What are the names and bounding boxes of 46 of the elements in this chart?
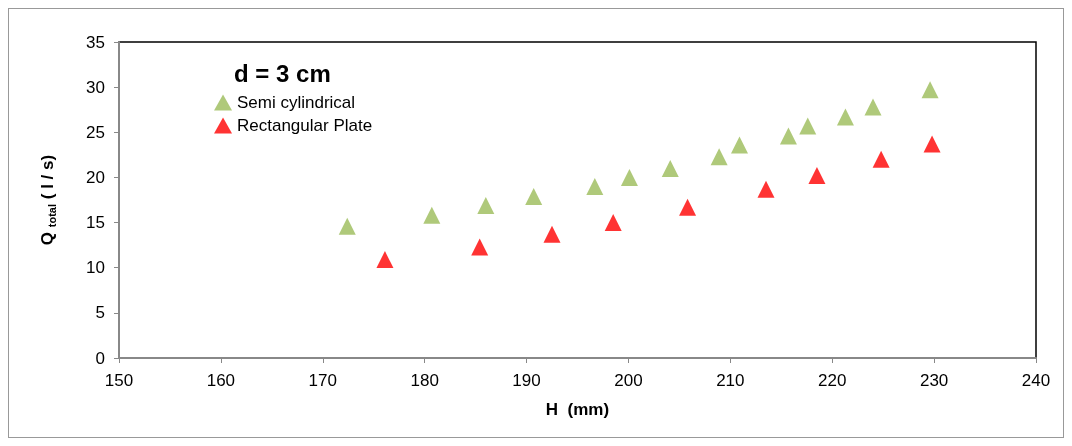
x-tick-label: 170 [308, 371, 337, 390]
point [923, 135, 941, 153]
point [710, 148, 728, 166]
y-tick-label: 5 [95, 303, 105, 323]
point [779, 127, 797, 145]
point [661, 159, 679, 177]
point [543, 225, 561, 243]
point [731, 136, 748, 154]
point [836, 108, 854, 126]
legend-label: Rectangular Plate [237, 116, 373, 135]
point [338, 217, 356, 235]
x-tick-label: 150 [104, 371, 134, 390]
point [808, 167, 826, 185]
point [586, 177, 604, 195]
x-tick-label: 220 [818, 371, 847, 390]
point [604, 214, 622, 232]
x-tick-label: 230 [919, 371, 949, 390]
point [471, 238, 489, 256]
y-tick-label: 30 [86, 77, 105, 97]
point [799, 117, 817, 135]
point [477, 196, 495, 214]
x-tick-label: 240 [1021, 371, 1051, 390]
x-tick-label: 190 [512, 371, 541, 390]
point [921, 81, 939, 99]
y-tick-label: 0 [95, 348, 105, 368]
y-tick-label: 15 [86, 213, 105, 233]
point [423, 206, 441, 224]
point [620, 168, 638, 186]
point [525, 187, 543, 205]
y-tick-label: 25 [86, 122, 105, 142]
y-tick-label: 10 [86, 258, 105, 278]
y-tick-label: 35 [86, 32, 105, 52]
x-tick-label: 200 [614, 371, 643, 390]
point [376, 251, 394, 269]
point [864, 98, 882, 116]
legend-label: Semi cylindrical [237, 93, 356, 112]
legend-title: d = 3 cm [234, 59, 331, 87]
point [872, 150, 890, 168]
x-axis-title: H (mm) [545, 400, 610, 419]
y-axis-title: Q total ( l / s) [38, 154, 58, 246]
point [757, 180, 775, 198]
x-tick-label: 210 [716, 371, 745, 390]
y-tick-label: 20 [86, 167, 105, 187]
x-tick-label: 160 [206, 371, 236, 390]
point [679, 198, 697, 216]
x-tick-label: 180 [410, 371, 439, 390]
